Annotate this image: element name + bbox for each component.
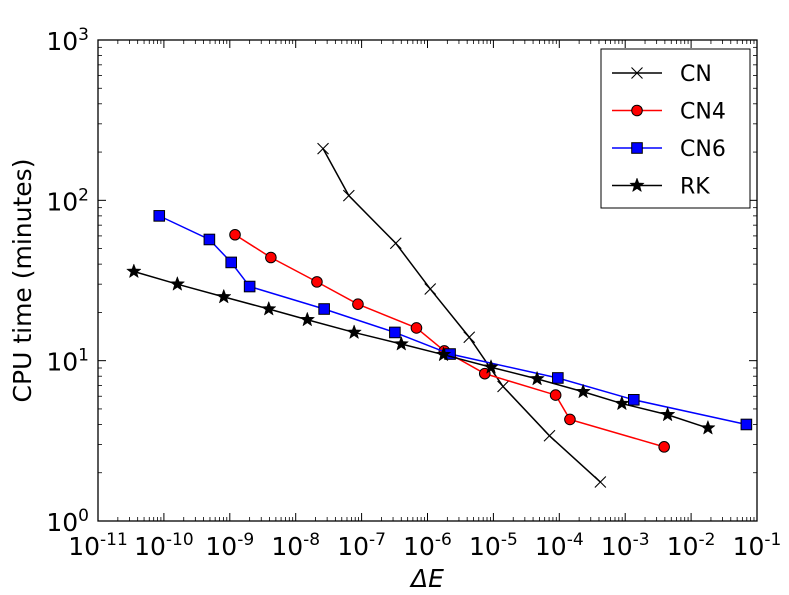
legend-item-cn: CN [612,62,712,87]
series-cn6-point [389,326,401,339]
series-cn4-line [234,234,665,448]
legend-item-cn4: CN4 [612,100,726,125]
legend: CN CN4 CN6 RK [600,48,751,209]
series-cn4-point [311,276,323,288]
x-tick-label: 10-4 [535,530,584,561]
legend-box [600,48,751,209]
series-cn6-point [243,280,256,293]
series-rk-point [435,346,452,362]
series-rk-point [575,383,591,399]
series-cn6-point [552,372,564,384]
series-cn4-point [229,228,241,241]
series-cn6-point [153,210,166,222]
y-tick-label: 102 [46,185,89,216]
series-cn-line [322,148,601,483]
x-tick-label: 10-6 [403,530,452,561]
tick-labels: 10-11 10-10 10-9 10-8 10-7 10-6 10-5 10-4 10-3 10… [46,25,781,561]
legend-marker-cn [631,67,643,79]
series-cn6-point [225,256,237,269]
series-rk-point [215,288,232,304]
x-tick-label: 10-5 [469,530,518,561]
legend-label-cn6: CN6 [680,137,726,162]
x-tick-label: 10-1 [733,530,782,561]
x-tick-label: 10-3 [601,530,650,561]
series-cn-point [389,237,402,250]
series-cn4-point [265,251,277,264]
x-axis-label: ΔE [409,564,444,593]
legend-label-rk: RK [680,175,710,200]
series-cn6-point [740,418,753,431]
series-rk-point [169,275,186,291]
x-tick-label: 10-7 [337,530,386,561]
series-cn6 [153,210,753,431]
legend-item-rk: RK [612,175,710,200]
series-cn-point [543,429,556,442]
series-cn6-point [203,233,216,246]
ticks-layer [97,39,758,522]
y-tick-label: 100 [46,506,89,537]
series-rk-point [260,300,277,316]
series-cn4-point [549,389,562,401]
y-tick-label: 101 [46,346,89,377]
series-layer [126,142,753,488]
series-rk-point [483,359,499,374]
legend-label-cn4: CN4 [680,100,726,125]
series-cn [317,142,607,488]
series-cn4-point [352,298,364,311]
x-tick-label: 10-11 [68,530,128,561]
series-rk-point [529,370,545,386]
series-cn-point [424,283,437,295]
x-tick-label: 10-9 [205,530,254,561]
series-rk [126,263,716,435]
series-cn6-line [158,215,747,426]
series-rk-point [700,419,716,435]
series-cn4-point [564,413,576,426]
legend-label-cn: CN [680,62,712,87]
series-rk-point [614,395,630,411]
series-rk-point [346,324,362,340]
series-cn4 [229,228,670,453]
y-tick-label: 103 [46,25,89,56]
x-tick-label: 10-10 [134,530,194,561]
series-rk-point [299,311,316,327]
series-rk-point [393,335,410,351]
legend-marker-rk [629,177,645,193]
series-cn-point [342,189,355,202]
series-cn4-point [658,441,670,453]
series-cn-point [317,142,329,155]
series-cn4-point [410,322,423,334]
legend-marker-cn6 [631,142,643,154]
legend-item-cn6: CN6 [612,137,726,162]
series-cn6-point [627,394,640,406]
series-cn-point [594,476,607,488]
x-tick-label: 10-2 [667,530,716,561]
series-cn-point [463,331,476,344]
series-rk-point [126,263,142,279]
legend-marker-cn4 [631,104,643,117]
series-cn6-point [318,303,330,315]
y-axis-label: CPU time (minutes) [8,159,37,403]
x-tick-label: 10-8 [271,530,320,561]
series-rk-point [659,406,676,422]
series-cn-point [497,380,509,393]
